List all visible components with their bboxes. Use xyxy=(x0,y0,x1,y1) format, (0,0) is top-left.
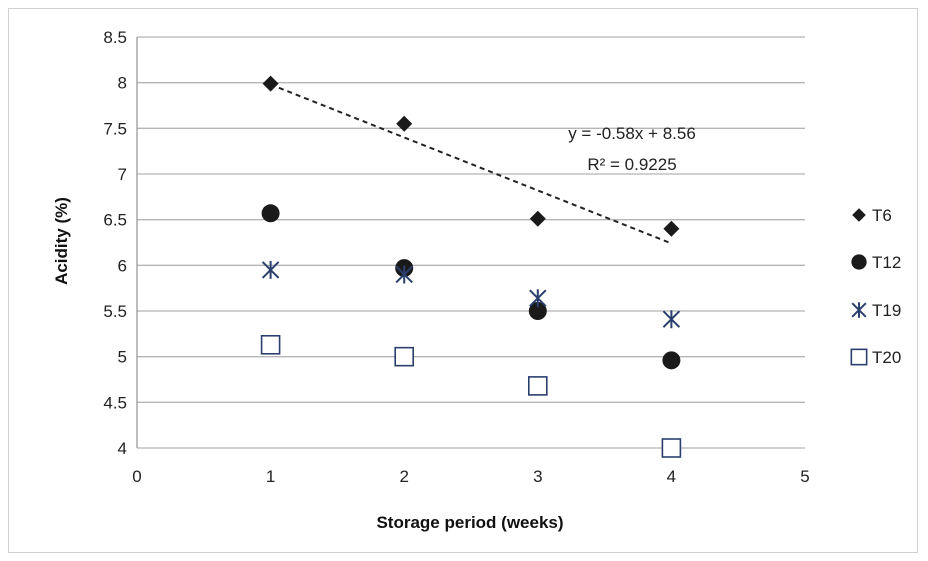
x-tick-label-3: 3 xyxy=(533,467,542,486)
point-t12-0 xyxy=(261,204,280,223)
point-t6-2 xyxy=(529,210,546,227)
y-tick-label-7: 7.5 xyxy=(103,119,127,138)
point-t6-1 xyxy=(396,115,413,132)
point-t19-2 xyxy=(529,289,547,308)
point-t20-3 xyxy=(661,438,682,458)
legend-label-t12: T12 xyxy=(872,253,901,272)
y-tick-label-8: 8 xyxy=(118,74,127,93)
point-t12-3 xyxy=(662,351,681,370)
y-tick-label-4: 6 xyxy=(118,256,127,275)
legend-marker-t6 xyxy=(852,208,866,222)
x-tick-label-5: 5 xyxy=(800,467,809,486)
legend-marker-t20 xyxy=(850,348,868,366)
x-tick-label-2: 2 xyxy=(399,467,408,486)
r-squared-label: R² = 0.9225 xyxy=(587,155,676,174)
legend: T6 T12 T19 T20 xyxy=(850,206,901,367)
y-tick-label-6: 7 xyxy=(118,165,127,184)
trendline-equation: y = -0.58x + 8.56 xyxy=(568,124,696,143)
y-axis-title: Acidity (%) xyxy=(52,197,71,285)
point-t19-1 xyxy=(395,265,413,284)
y-tick-label-9: 8.5 xyxy=(103,28,127,47)
gridlines xyxy=(136,36,805,449)
data-points xyxy=(260,75,682,458)
point-t20-1 xyxy=(394,346,415,367)
annotations: y = -0.58x + 8.56 R² = 0.9225 xyxy=(568,124,696,174)
point-t19-3 xyxy=(662,310,681,329)
x-axis-title: Storage period (weeks) xyxy=(376,513,563,532)
legend-marker-t12 xyxy=(851,254,867,270)
point-t20-0 xyxy=(260,334,281,355)
legend-label-t6: T6 xyxy=(872,206,892,225)
legend-label-t19: T19 xyxy=(872,301,901,320)
point-t20-2 xyxy=(527,376,548,396)
point-t12-2 xyxy=(528,302,547,320)
y-tick-label-5: 6.5 xyxy=(103,211,127,230)
x-tick-label-4: 4 xyxy=(667,467,676,486)
y-tick-label-1: 4.5 xyxy=(103,393,127,412)
y-tick-label-2: 5 xyxy=(118,348,127,367)
point-t6-0 xyxy=(262,75,279,92)
chart-frame xyxy=(8,8,918,553)
point-t6-3 xyxy=(663,220,680,237)
point-t19-0 xyxy=(261,260,280,279)
legend-label-t20: T20 xyxy=(872,348,901,367)
y-tick-label-3: 5.5 xyxy=(103,302,127,321)
legend-marker-t19 xyxy=(851,302,867,318)
tick-labels: 4 4.5 5 5.5 6 6.5 7 7.5 8 8.5 0 1 2 3 4 5 xyxy=(103,28,809,486)
y-tick-label-0: 4 xyxy=(118,439,127,458)
x-tick-label-0: 0 xyxy=(132,467,141,486)
x-tick-label-1: 1 xyxy=(266,467,275,486)
